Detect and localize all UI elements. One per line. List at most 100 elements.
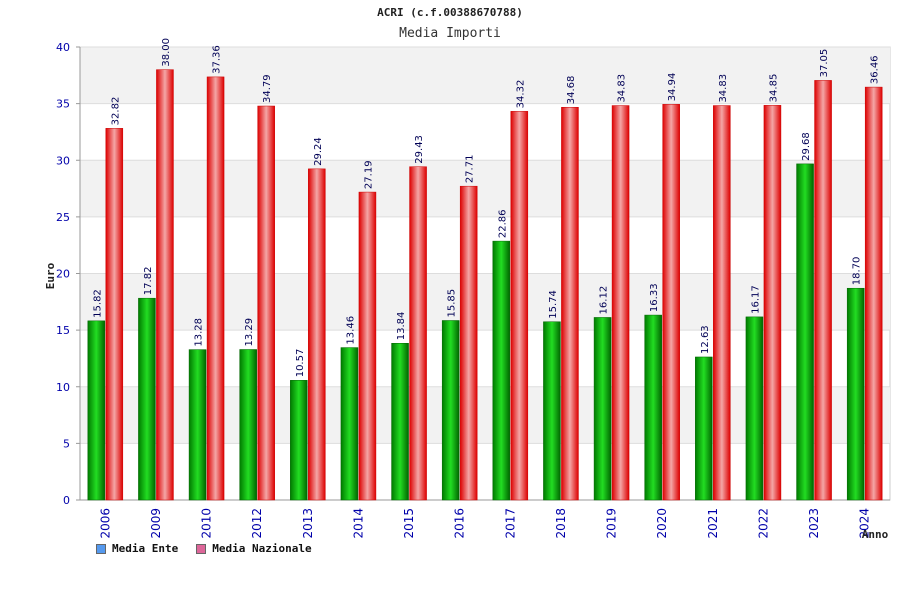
value-label-media-ente-2015: 13.84 (396, 312, 407, 341)
value-label-media-nazionale-2014: 27.19 (363, 160, 374, 189)
x-axis-ticks: 2006 2009 2010 2012 2013 2014 2015 2016 2017 2018… (98, 508, 871, 539)
bar-media-nazionale-2016 (459, 185, 478, 501)
y-tick-label: 15 (56, 324, 70, 337)
value-label-media-ente-2019: 16.12 (599, 286, 610, 315)
bar-media-nazionale-2020 (662, 104, 680, 501)
value-label-media-nazionale-2006: 32.82 (110, 97, 121, 126)
bar-media-nazionale-2021 (713, 105, 731, 501)
x-tick-label-2017: 2017 (503, 508, 517, 539)
value-label-media-nazionale-2023: 37.05 (819, 49, 830, 78)
y-tick-label: 40 (56, 41, 70, 54)
bars (87, 69, 883, 501)
value-label-media-nazionale-2021: 34.83 (718, 74, 729, 103)
bar-media-ente-2010 (188, 349, 207, 501)
value-label-media-ente-2014: 13.46 (345, 316, 356, 345)
value-label-media-ente-2010: 13.28 (194, 318, 205, 347)
value-label-media-ente-2013: 10.57 (295, 349, 306, 378)
bar-media-nazionale-2017 (510, 111, 529, 501)
legend-label-media-ente: Media Ente (112, 542, 179, 555)
value-label-media-ente-2009: 17.82 (143, 267, 154, 296)
y-tick-label: 5 (63, 437, 70, 450)
bar-media-ente-2024 (846, 287, 865, 501)
bar-media-ente-2018 (543, 321, 561, 501)
bar-media-ente-2014 (340, 347, 359, 501)
bar-media-nazionale-2015 (409, 166, 427, 501)
x-tick-label-2023: 2023 (807, 508, 821, 539)
value-labels: 15.82 32.82 17.82 38.00 13.28 37.36 13.29 34.79… (92, 38, 880, 377)
value-label-media-nazionale-2024: 36.46 (870, 55, 881, 84)
value-label-media-nazionale-2019: 34.83 (617, 74, 628, 103)
legend-swatch-media-ente (96, 543, 106, 554)
x-tick-label-2015: 2015 (402, 508, 416, 539)
legend-label-media-nazionale: Media Nazionale (212, 542, 312, 555)
x-tick-label-2024: 2024 (858, 508, 872, 539)
value-label-media-ente-2023: 29.68 (801, 132, 812, 161)
bar-media-nazionale-2019 (611, 105, 630, 501)
bar-media-ente-2012 (239, 349, 257, 501)
value-label-media-nazionale-2016: 27.71 (465, 155, 476, 184)
value-label-media-ente-2021: 12.63 (700, 325, 711, 354)
bar-media-ente-2020 (644, 314, 662, 501)
legend: Media Ente Media Nazionale (96, 542, 312, 555)
x-tick-label-2016: 2016 (453, 508, 467, 539)
bar-media-nazionale-2010 (206, 76, 225, 501)
legend-item-media-ente: Media Ente (96, 542, 178, 555)
bar-media-nazionale-2023 (814, 80, 832, 501)
bar-media-nazionale-2024 (864, 86, 883, 501)
bar-media-nazionale-2014 (358, 191, 377, 501)
bar-media-ente-2017 (492, 240, 511, 501)
y-tick-label: 25 (56, 211, 70, 224)
bar-media-nazionale-2018 (561, 106, 579, 501)
bar-media-nazionale-2013 (308, 168, 326, 501)
bar-media-nazionale-2012 (257, 105, 275, 501)
bar-media-nazionale-2022 (763, 105, 782, 501)
y-axis-label: Euro (44, 262, 57, 289)
value-label-media-ente-2020: 16.33 (649, 283, 660, 312)
chart-title: ACRI (c.f.00388670788) (377, 6, 523, 19)
bar-media-nazionale-2009 (156, 69, 174, 501)
x-tick-label-2009: 2009 (149, 508, 163, 539)
x-tick-label-2019: 2019 (605, 508, 619, 539)
x-tick-label-2021: 2021 (706, 508, 720, 539)
value-label-media-nazionale-2012: 34.79 (262, 74, 273, 103)
bar-media-ente-2013 (290, 380, 308, 501)
bar-media-ente-2022 (745, 316, 764, 501)
legend-swatch-media-nazionale (196, 543, 207, 554)
bar-media-ente-2019 (593, 317, 612, 501)
x-tick-label-2014: 2014 (351, 508, 365, 539)
value-label-media-nazionale-2020: 34.94 (667, 73, 678, 102)
value-label-media-ente-2022: 16.17 (750, 285, 761, 314)
value-label-media-nazionale-2017: 34.32 (515, 80, 526, 109)
y-tick-label: 35 (56, 98, 70, 111)
value-label-media-nazionale-2022: 34.85 (768, 74, 779, 103)
x-tick-label-2013: 2013 (301, 508, 315, 539)
legend-item-media-nazionale: Media Nazionale (196, 542, 312, 555)
chart-subtitle: Media Importi (399, 26, 501, 41)
value-label-media-nazionale-2015: 29.43 (414, 135, 425, 164)
x-tick-label-2018: 2018 (554, 508, 568, 539)
y-tick-label: 30 (56, 154, 70, 167)
y-tick-label: 10 (56, 381, 70, 394)
value-label-media-ente-2016: 15.85 (447, 289, 458, 318)
x-tick-label-2010: 2010 (200, 508, 214, 539)
y-tick-label: 0 (63, 494, 70, 507)
value-label-media-nazionale-2013: 29.24 (313, 137, 324, 166)
x-axis-label: Anno (862, 528, 889, 541)
value-label-media-ente-2006: 15.82 (92, 289, 103, 318)
value-label-media-ente-2012: 13.29 (244, 318, 255, 347)
x-tick-label-2006: 2006 (98, 508, 112, 539)
value-label-media-ente-2024: 18.70 (852, 257, 863, 286)
x-tick-label-2020: 2020 (655, 508, 669, 539)
bar-media-ente-2023 (796, 163, 814, 501)
y-axis-ticks: 0 5 10 15 20 25 30 35 40 (56, 41, 80, 507)
x-tick-label-2022: 2022 (756, 508, 770, 539)
y-tick-label: 20 (56, 268, 70, 281)
value-label-media-ente-2018: 15.74 (548, 290, 559, 319)
bar-media-ente-2021 (695, 356, 713, 501)
bar-media-ente-2009 (138, 297, 156, 501)
bar-media-ente-2015 (391, 343, 409, 501)
value-label-media-nazionale-2009: 38.00 (161, 38, 172, 67)
bar-media-ente-2006 (87, 320, 106, 501)
bar-media-nazionale-2006 (105, 128, 124, 501)
